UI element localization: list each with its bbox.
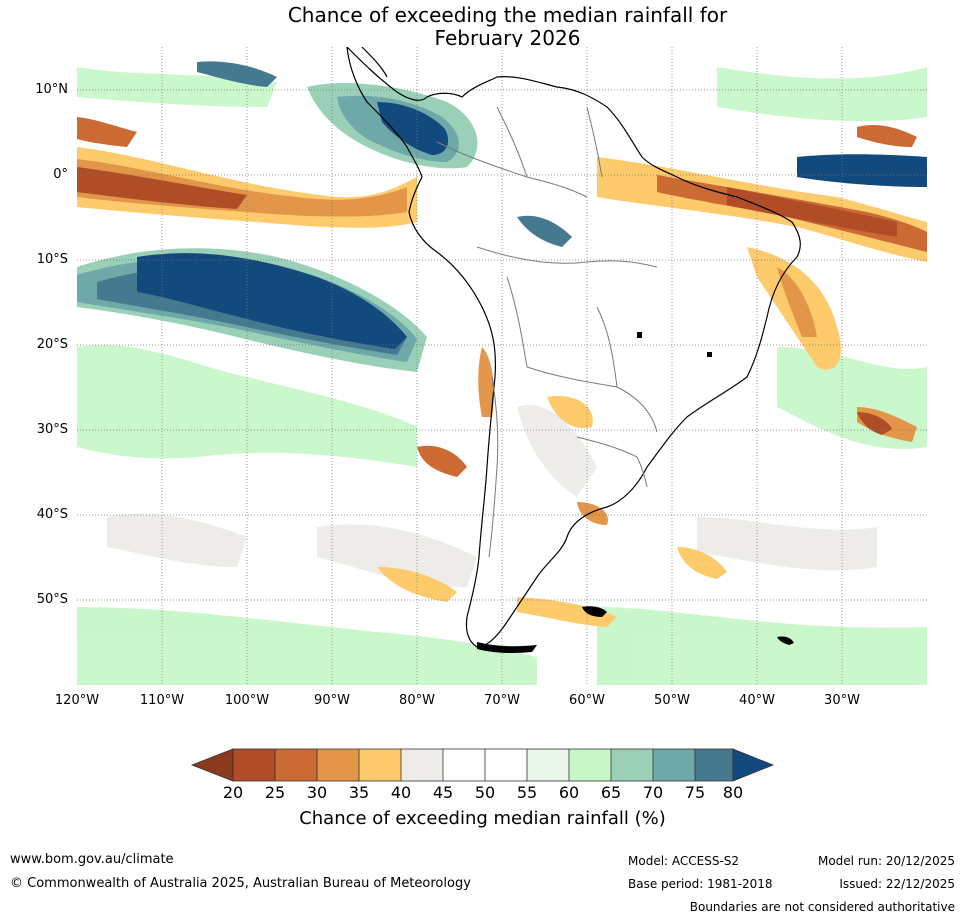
lon-label-30w: 30°W xyxy=(824,693,860,708)
footer-url: www.bom.gov.au/climate xyxy=(10,852,174,867)
colorbar xyxy=(190,748,775,782)
colorbar-tick: 30 xyxy=(306,783,328,802)
lat-label-0: 0° xyxy=(53,167,68,182)
colorbar-swatch-30-35 xyxy=(317,749,359,781)
lat-label-10s: 10°S xyxy=(36,252,68,267)
graticule xyxy=(77,47,927,685)
colorbar-tick: 65 xyxy=(600,783,622,802)
lat-label-40s: 40°S xyxy=(36,507,68,522)
colorbar-tick: 40 xyxy=(390,783,412,802)
lon-label-90w: 90°W xyxy=(314,693,350,708)
colorbar-tick: 75 xyxy=(684,783,706,802)
colorbar-label: Chance of exceeding median rainfall (%) xyxy=(299,808,666,829)
colorbar-extend-low xyxy=(190,748,234,782)
footer-base-period: Base period: 1981-2018 xyxy=(628,877,773,891)
colorbar-tick: 45 xyxy=(432,783,454,802)
country-borders xyxy=(436,106,658,558)
colorbar-swatch-70-75 xyxy=(653,749,695,781)
colorbar-swatch-60-65 xyxy=(569,749,611,781)
colorbar-swatch-65-70 xyxy=(611,749,653,781)
footer-model: Model: ACCESS-S2 xyxy=(628,854,740,868)
islands xyxy=(477,332,794,653)
colorbar-tick: 50 xyxy=(474,783,496,802)
colorbar-swatch-20-25 xyxy=(233,749,275,781)
lon-label-110w: 110°W xyxy=(139,693,185,708)
lon-label-70w: 70°W xyxy=(484,693,520,708)
colorbar-swatch-40-45 xyxy=(401,749,443,781)
colorbar-swatch-45-50 xyxy=(443,749,485,781)
footer-copyright: © Commonwealth of Australia 2025, Austra… xyxy=(10,876,471,891)
colorbar-swatch-55-60 xyxy=(527,749,569,781)
wet-northwest-south-america xyxy=(197,61,927,247)
title-line-2: February 2026 xyxy=(434,26,581,50)
footer-model-run: Model run: 20/12/2025 xyxy=(817,854,955,868)
lat-label-50s: 50°S xyxy=(36,592,68,607)
lon-label-80w: 80°W xyxy=(399,693,435,708)
colorbar-tick: 60 xyxy=(558,783,580,802)
footer-issued: Issued: 22/12/2025 xyxy=(839,877,955,891)
colorbar-tick: 25 xyxy=(264,783,286,802)
colorbar-tick: 35 xyxy=(348,783,370,802)
title-line-1: Chance of exceeding the median rainfall … xyxy=(287,3,728,27)
footer-boundaries-note: Boundaries are not considered authoritat… xyxy=(689,900,955,914)
rainfall-map xyxy=(77,47,927,685)
map-title: Chance of exceeding the median rainfall … xyxy=(0,4,965,50)
colorbar-swatch-25-30 xyxy=(275,749,317,781)
lon-label-100w: 100°W xyxy=(224,693,270,708)
lat-label-30s: 30°S xyxy=(36,422,68,437)
colorbar-tick: 20 xyxy=(222,783,244,802)
colorbar-swatch-50-55 xyxy=(485,749,527,781)
coastline-south-america xyxy=(346,47,801,648)
colorbar-tick: 70 xyxy=(642,783,664,802)
colorbar-extend-high xyxy=(732,748,775,782)
colorbar-swatch-75-80 xyxy=(695,749,733,781)
lon-label-120w: 120°W xyxy=(54,693,100,708)
colorbar-tick: 80 xyxy=(722,783,744,802)
lat-label-10n: 10°N xyxy=(35,82,68,97)
lon-label-60w: 60°W xyxy=(569,693,605,708)
colorbar-tick: 55 xyxy=(516,783,538,802)
lat-label-20s: 20°S xyxy=(36,337,68,352)
colorbar-swatch-35-40 xyxy=(359,749,401,781)
lon-label-50w: 50°W xyxy=(654,693,690,708)
lon-label-40w: 40°W xyxy=(739,693,775,708)
